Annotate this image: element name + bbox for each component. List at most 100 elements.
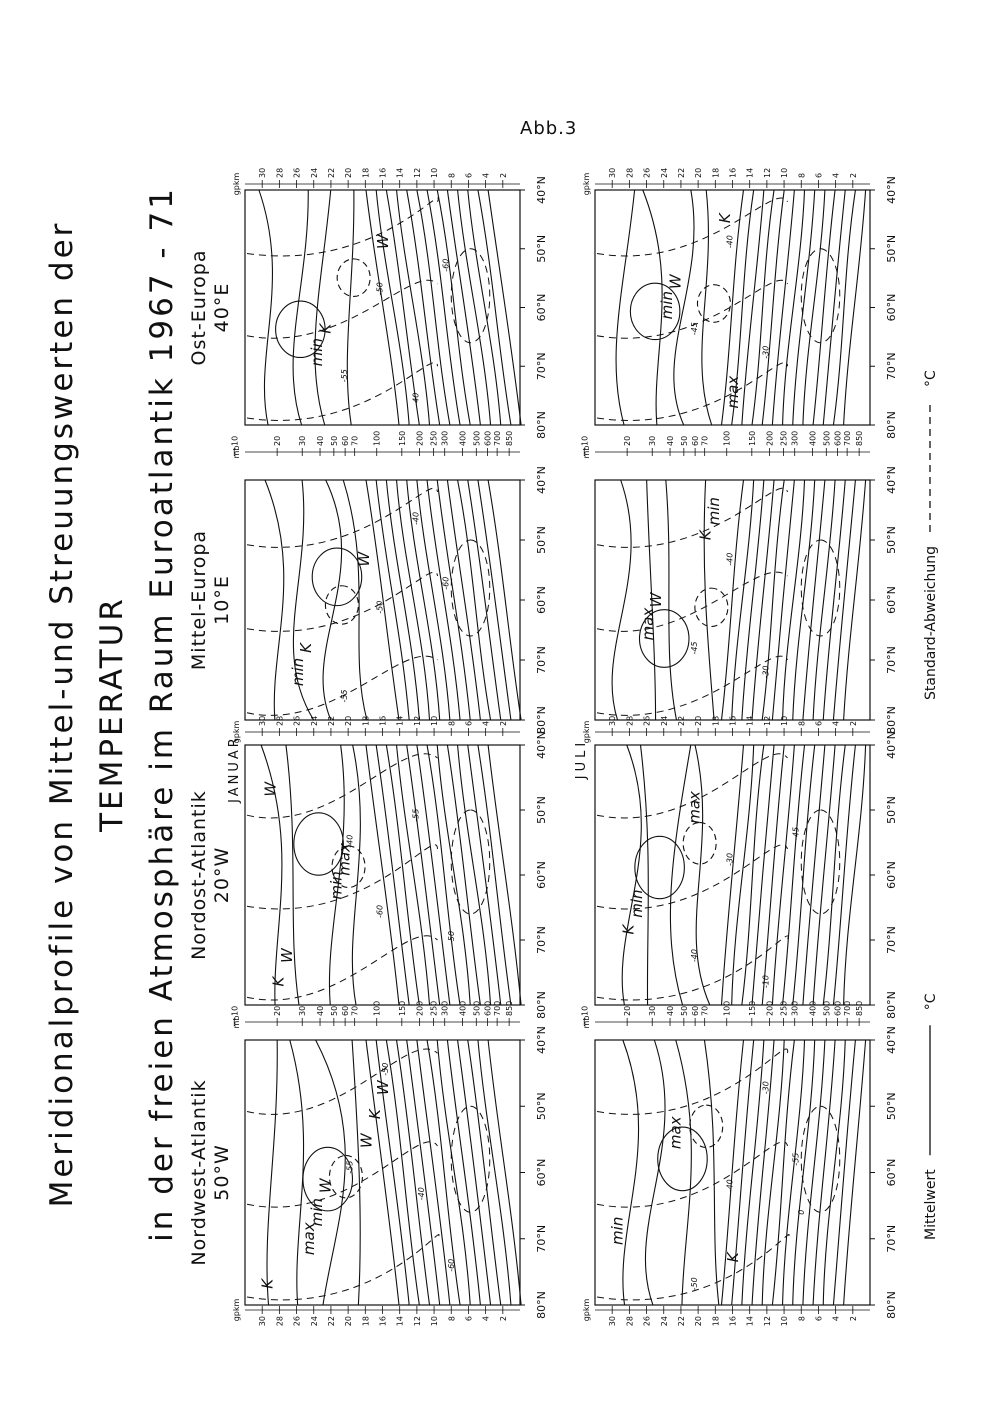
panel-longitude: 50°W [211,1144,233,1200]
tick-label: 200 [416,1001,425,1016]
tick-label: 2 [499,721,508,726]
std-cell [450,809,491,915]
isotherm [406,189,441,426]
tick-label: 18 [711,716,720,726]
tick-label: 24 [660,168,669,178]
tick-label: 20 [344,168,353,178]
isotherm [375,189,410,426]
isotherm [792,189,816,426]
isotherm [406,1039,441,1306]
isotherm [822,189,846,426]
contour-label: max [666,1116,684,1149]
isotherm [832,744,856,1006]
isotherm [782,479,806,721]
contour-label: -30 [761,1081,770,1094]
isotherm [741,744,765,1006]
tick-label: 24 [310,716,319,726]
isotherm [395,189,431,426]
std-contour [246,655,438,716]
isotherm [673,189,695,426]
axis-unit: mb [582,1016,591,1029]
latitude-label: 70°N [885,352,898,380]
tick-label: 22 [677,1316,686,1326]
isotherm [289,1039,305,1306]
latitude-label: 80°N [885,991,898,1019]
axis-unit: mb [232,1016,241,1029]
cell [336,258,371,298]
isotherm [365,1039,400,1306]
isotherm [477,479,512,721]
latitude-label: 50°N [885,526,898,554]
std-contour [246,935,438,1001]
tick-label: 6 [814,1316,823,1321]
tick-label: 10 [780,716,789,726]
tick-label: 30 [258,168,267,178]
tick-label: 18 [361,168,370,178]
tick-label: 100 [723,1001,732,1016]
tick-label: 20 [694,716,703,726]
isotherm [426,189,461,426]
season-label: JANUAR [227,735,242,804]
tick-label: 20 [273,1006,282,1016]
isotherm [375,744,410,1006]
isotherm [365,479,400,721]
latitude-label: 70°N [535,352,548,380]
contour-label: K [270,976,288,987]
isotherm [292,479,315,721]
isotherm [832,479,856,721]
isotherm [703,479,715,721]
latitude-label: 80°N [535,706,548,734]
contour-label: -60 [447,1259,456,1272]
tick-label: 4 [482,173,491,178]
isotherm [642,189,663,426]
tick-label: 700 [843,431,852,446]
isotherm [731,189,755,426]
contour-label: min [609,1217,627,1245]
std-contour [596,571,788,632]
tick-label: 150 [748,1001,757,1016]
contour-label: K [297,642,315,653]
cell [275,300,326,359]
tick-label: 40 [316,436,325,446]
tick-label: 28 [275,1316,284,1326]
tick-label: 6 [464,173,473,178]
contour-label: W [261,781,279,797]
contour-label: -40 [726,553,735,566]
panel-frame [244,189,521,426]
contour-label: -45 [690,322,699,335]
isotherm [843,744,867,1006]
tick-label: 60 [341,436,350,446]
isotherm [436,1039,471,1306]
tick-label: 50 [680,1006,689,1016]
isotherm [322,479,343,721]
contour-label: K [259,1278,277,1289]
latitude-label: 70°N [535,1225,548,1253]
tick-label: 600 [834,431,843,446]
isotherm [487,189,522,426]
latitude-label: 80°N [535,991,548,1019]
isotherm [406,479,441,721]
contour-label: min [628,889,646,917]
tick-label: 26 [293,168,302,178]
tick-label: 18 [711,168,720,178]
tick-label: 500 [472,1001,481,1016]
isotherm [771,744,795,1006]
std-contour [246,1048,438,1115]
tick-label: 10 [430,716,439,726]
tick-label: 10 [430,168,439,178]
isotherm [761,479,785,721]
tick-label: 26 [643,1316,652,1326]
isotherm [426,744,461,1006]
std-contour [246,361,438,421]
tick-label: 70 [701,1006,710,1016]
tick-label: 150 [748,431,757,446]
cell [328,1154,363,1199]
isotherm [720,744,745,1006]
isotherm [385,479,420,721]
tick-label: 700 [493,1001,502,1016]
std-contour [596,279,788,339]
isotherm [741,1039,765,1306]
tick-label: 14 [396,716,405,726]
season-label: JULI [574,739,589,780]
